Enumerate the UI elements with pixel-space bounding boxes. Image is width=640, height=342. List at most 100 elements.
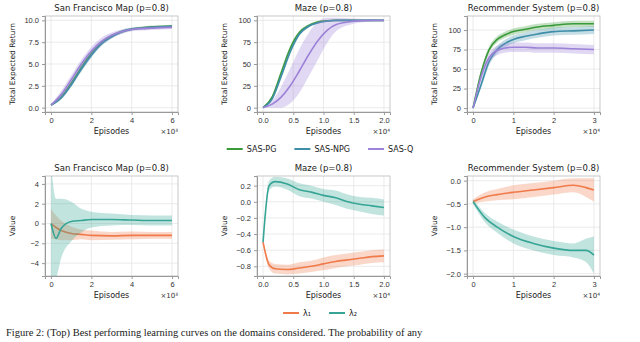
tick: 50 <box>453 65 467 74</box>
legend-swatch <box>368 148 384 150</box>
tick-label: 6 <box>170 116 174 125</box>
tick-label: −2 <box>30 239 39 248</box>
tick: 100 <box>238 16 257 25</box>
x-offset-text: ×10⁴ <box>372 128 390 136</box>
panel: 02460.02.55.07.510.0San Francisco Map (p… <box>8 3 179 136</box>
plot-frame <box>257 176 390 276</box>
tick-label: 100 <box>448 26 461 35</box>
x-axis-title: Episodes <box>306 127 342 136</box>
tick-mark <box>254 86 257 87</box>
grid-line <box>467 108 600 109</box>
legend-item: SAS-Q <box>368 145 413 154</box>
grid <box>467 176 600 276</box>
error-band <box>473 178 594 204</box>
tick: −0.6 <box>236 246 257 255</box>
tick-mark <box>473 112 474 115</box>
tick: 10.0 <box>24 16 45 25</box>
grid-line <box>45 107 178 108</box>
tick-label: 1.0 <box>319 280 329 289</box>
tick-mark <box>42 224 45 225</box>
legend-swatch <box>329 312 345 314</box>
tick-label: 0 <box>49 280 53 289</box>
tick-mark <box>132 112 133 115</box>
series-line <box>473 30 594 108</box>
tick: 0 <box>247 104 257 113</box>
tick-label: 0.5 <box>289 280 299 289</box>
series-line <box>473 24 594 108</box>
tick: 1 <box>512 276 516 289</box>
legend: SAS-PGSAS-NPGSAS-Q <box>227 145 414 154</box>
tick: 25 <box>453 84 467 93</box>
grid-line <box>263 16 264 112</box>
tick-label: 2.0 <box>379 280 389 289</box>
tick-mark <box>384 112 385 115</box>
tick: 1.5 <box>349 112 359 125</box>
legend-label: SAS-Q <box>388 145 413 154</box>
error-band <box>473 199 594 273</box>
series-line <box>51 26 172 105</box>
x-axis: 0123 <box>468 112 601 125</box>
legend-swatch <box>227 148 243 150</box>
tick-mark <box>293 276 294 279</box>
tick: 0.5 <box>289 276 299 289</box>
figure: 02460.02.55.07.510.0San Francisco Map (p… <box>0 0 640 342</box>
tick-mark <box>42 263 45 264</box>
legend-item: λ₂ <box>329 309 357 318</box>
y-axis: −2.0−1.5−1.0−0.50.0 <box>446 177 467 279</box>
tick: 0.0 <box>258 112 268 125</box>
tick-label: −1.0 <box>446 223 461 232</box>
tick-label: 1.0 <box>319 116 329 125</box>
grid-line <box>467 227 600 228</box>
tick-label: 2 <box>35 200 39 209</box>
tick: 3 <box>592 112 596 125</box>
tick-label: 2 <box>552 116 556 125</box>
tick: 0.0 <box>29 104 45 113</box>
tick: −1.5 <box>446 246 467 255</box>
tick-label: 2 <box>90 116 94 125</box>
tick: −0.8 <box>236 262 257 271</box>
tick-mark <box>594 276 595 279</box>
series-line <box>51 220 172 239</box>
tick: −0.2 <box>236 214 257 223</box>
tick: 0 <box>457 104 467 113</box>
tick-mark <box>42 64 45 65</box>
tick: 1.0 <box>319 276 329 289</box>
tick-mark <box>464 50 467 51</box>
plot-area <box>473 178 594 273</box>
tick: 50 <box>243 60 257 69</box>
tick-mark <box>293 112 294 115</box>
tick-mark <box>464 204 467 205</box>
series-line <box>51 27 172 105</box>
axis-line <box>46 277 179 280</box>
tick: −4 <box>30 259 45 268</box>
tick-label: 2 <box>90 280 94 289</box>
tick: 2 <box>35 200 45 209</box>
x-axis: 0246 <box>46 276 179 289</box>
grid <box>257 176 390 276</box>
tick: 0.2 <box>241 182 257 191</box>
series-line <box>263 20 384 107</box>
plot-area <box>473 21 594 108</box>
tick-mark <box>42 184 45 185</box>
tick-mark <box>464 181 467 182</box>
tick-label: 7.5 <box>29 38 39 47</box>
axis-line <box>464 17 468 113</box>
y-axis: 0255075100 <box>238 16 257 112</box>
error-band <box>51 26 172 106</box>
plot-frame <box>45 16 178 112</box>
tick: 0.0 <box>241 198 257 207</box>
tick-mark <box>464 250 467 251</box>
series-line <box>51 26 172 105</box>
chart-title: Maze (p=0.8) <box>295 3 353 13</box>
y-axis: 0.02.55.07.510.0 <box>24 16 45 112</box>
tick: 0.0 <box>258 276 268 289</box>
tick-label: 100 <box>238 16 251 25</box>
axis-line <box>468 113 601 116</box>
legend: λ₁λ₂ <box>283 309 357 318</box>
tick-mark <box>554 112 555 115</box>
tick: −0.4 <box>236 230 257 239</box>
tick-label: 6 <box>170 280 174 289</box>
tick-mark <box>91 276 92 279</box>
axis-line <box>42 17 46 113</box>
tick: 0 <box>49 112 53 125</box>
